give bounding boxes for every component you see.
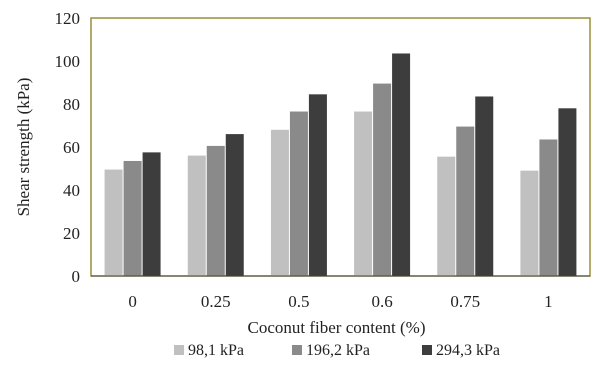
x-axis-ticks: 0 0.25 0.5 0.6 0.75 1 bbox=[128, 292, 552, 311]
bar-0.6-series-3 bbox=[392, 53, 411, 276]
plot-frame bbox=[90, 17, 591, 277]
bar-0.5-series-1 bbox=[270, 129, 289, 276]
bar-0.6-series-1 bbox=[354, 111, 373, 277]
bar-1-series-1 bbox=[520, 170, 539, 276]
y-tick-label: 60 bbox=[63, 138, 80, 157]
y-tick-label: 20 bbox=[63, 224, 80, 243]
bar-1-series-3 bbox=[558, 108, 577, 276]
bar-0.25-series-1 bbox=[187, 155, 206, 276]
bar-0.5-series-2 bbox=[289, 111, 308, 277]
bar-0.25-series-3 bbox=[225, 134, 244, 276]
bar-0.5-series-3 bbox=[308, 94, 327, 276]
x-tick-label: 0 bbox=[128, 292, 137, 311]
x-axis-title: Coconut fiber content (%) bbox=[248, 318, 426, 337]
bar-0.75-series-2 bbox=[456, 126, 475, 276]
y-axis-title: Shear strength (kPa) bbox=[14, 78, 33, 217]
legend-swatch bbox=[174, 345, 184, 355]
bar-0.75-series-3 bbox=[475, 96, 494, 276]
y-tick-label: 100 bbox=[55, 52, 81, 71]
x-tick-label: 0.5 bbox=[288, 292, 309, 311]
x-tick-label: 0.6 bbox=[371, 292, 392, 311]
y-tick-label: 120 bbox=[55, 9, 81, 28]
legend-label: 294,3 kPa bbox=[436, 342, 500, 359]
legend-swatch bbox=[292, 345, 302, 355]
bar-0.6-series-2 bbox=[373, 83, 392, 276]
bar-0-series-1 bbox=[104, 169, 123, 276]
x-tick-label: 0.25 bbox=[201, 292, 231, 311]
bar-1-series-2 bbox=[539, 139, 558, 276]
legend-swatch bbox=[422, 345, 432, 355]
bar-0.25-series-2 bbox=[206, 145, 225, 276]
bar-0.75-series-1 bbox=[437, 156, 456, 276]
y-tick-label: 0 bbox=[72, 267, 81, 286]
y-tick-label: 40 bbox=[63, 181, 80, 200]
x-tick-label: 1 bbox=[544, 292, 553, 311]
bar-0-series-3 bbox=[142, 152, 161, 276]
bars-group bbox=[104, 53, 577, 277]
x-tick-label: 0.75 bbox=[450, 292, 480, 311]
legend-label: 196,2 kPa bbox=[306, 342, 370, 359]
y-axis-ticks: 0 20 40 60 80 100 120 bbox=[55, 9, 81, 286]
legend: 98,1 kPa 196,2 kPa 294,3 kPa bbox=[174, 342, 500, 359]
y-tick-label: 80 bbox=[63, 95, 80, 114]
bar-0-series-2 bbox=[123, 160, 142, 276]
legend-label: 98,1 kPa bbox=[188, 342, 244, 359]
